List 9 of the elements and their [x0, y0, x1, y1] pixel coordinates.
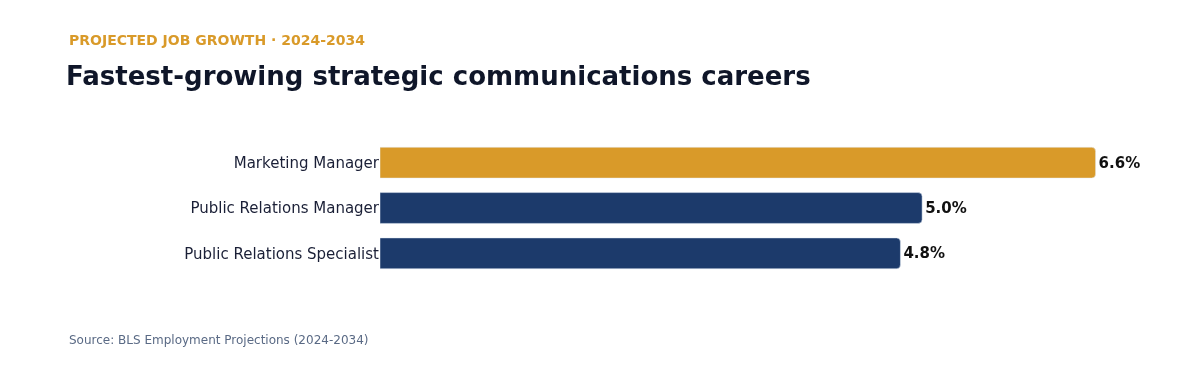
data-label: 4.8% — [903, 244, 946, 263]
data-label: 5.0% — [925, 199, 967, 217]
y-tick-label: Public Relations Specialist — [184, 244, 380, 263]
y-tick-label: Marketing Manager — [233, 153, 380, 172]
y-tick-label: Public Relations Manager — [190, 199, 380, 218]
source-note: Source: BLS Employment Projections (2024-2034) — [69, 333, 369, 347]
chart-title: Fastest-growing strategic communications careers — [66, 61, 811, 92]
text: PROJECTED JOB GROWTH · 2024-2034 — [69, 32, 366, 48]
data-label: 6.6% — [1098, 153, 1141, 172]
